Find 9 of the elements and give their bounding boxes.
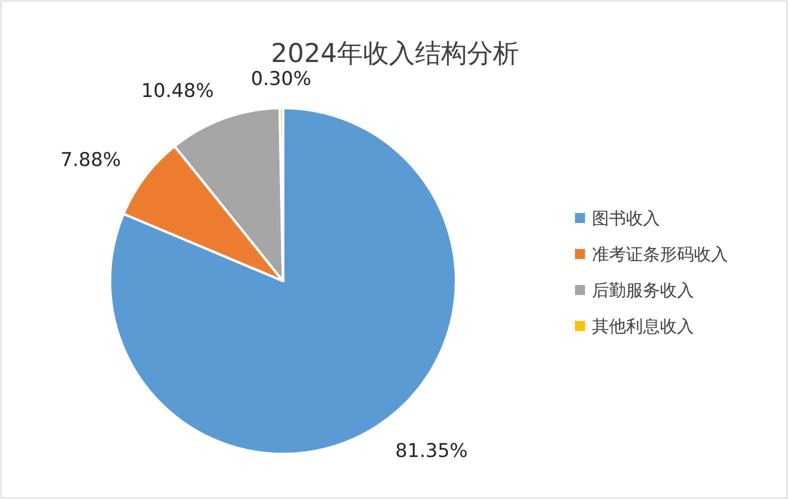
legend-label: 其他利息收入 (592, 317, 694, 337)
chart-title: 2024年收入结构分析 (270, 39, 520, 69)
data-label: 0.30% (250, 68, 312, 90)
legend-label: 图书收入 (592, 209, 660, 229)
data-label: 81.35% (395, 440, 468, 462)
legend-label: 后勤服务收入 (592, 281, 694, 301)
data-label: 7.88% (60, 148, 121, 171)
data-label: 10.48% (141, 80, 214, 102)
legend-label: 准考证条形码收入 (592, 245, 728, 265)
